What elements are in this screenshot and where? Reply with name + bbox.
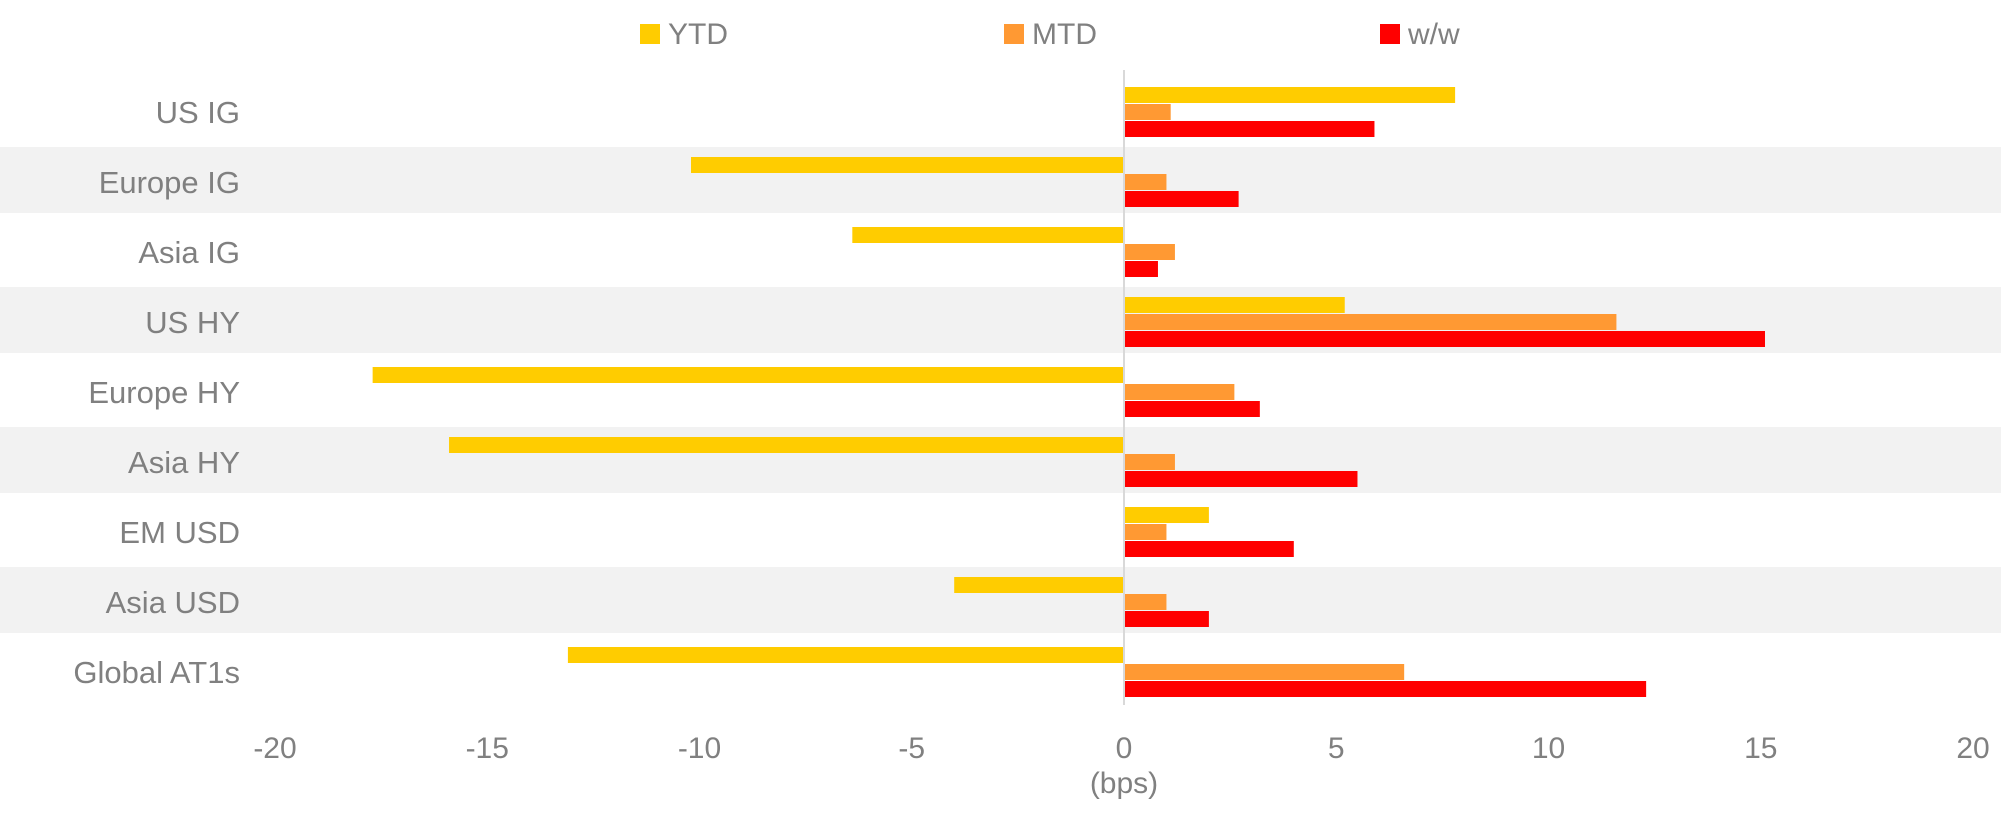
bar-ytd-europe-hy [372, 367, 1123, 383]
legend-label-ytd: YTD [668, 18, 728, 51]
category-label-em-usd: EM USD [119, 515, 240, 550]
category-label-europe-hy: Europe HY [88, 375, 240, 410]
x-tick-labels: -20 -15 -10 -5 0 5 10 15 20 [253, 732, 1989, 765]
bar-mtd-asia-ig [1125, 244, 1175, 260]
bar-ytd-asia-hy [449, 437, 1123, 453]
legend-swatch-mtd [1004, 24, 1024, 44]
bar-ytd-global-at1s [567, 647, 1123, 663]
bar-w-w-asia-hy [1125, 471, 1358, 487]
category-label-europe-ig: Europe IG [99, 165, 240, 200]
bars [372, 87, 1765, 697]
bar-w-w-asia-usd [1125, 611, 1209, 627]
bar-w-w-global-at1s [1125, 681, 1647, 697]
bar-ytd-asia-ig [852, 227, 1123, 243]
category-labels: US IG Europe IG Asia IG US HY Europe HY Asia … [73, 95, 240, 690]
bar-mtd-us-hy [1125, 314, 1617, 330]
bar-w-w-asia-ig [1125, 261, 1158, 277]
bar-w-w-us-ig [1125, 121, 1375, 137]
category-label-us-hy: US HY [145, 305, 240, 340]
category-label-us-ig: US IG [156, 95, 240, 130]
x-tick-label-neg5: -5 [898, 732, 925, 765]
bar-w-w-europe-hy [1125, 401, 1260, 417]
bar-mtd-us-ig [1125, 104, 1171, 120]
bar-mtd-asia-hy [1125, 454, 1175, 470]
bar-ytd-us-hy [1125, 297, 1345, 313]
category-label-global-at1s: Global AT1s [73, 655, 240, 690]
x-tick-label-neg20: -20 [253, 732, 296, 765]
row-band-asia-usd [0, 567, 2001, 633]
bar-ytd-em-usd [1125, 507, 1209, 523]
bar-mtd-europe-ig [1125, 174, 1167, 190]
bar-w-w-us-hy [1125, 331, 1765, 347]
legend-swatch-ytd [640, 24, 660, 44]
bar-ytd-asia-usd [954, 577, 1123, 593]
row-bands [0, 147, 2001, 633]
x-tick-label-5: 5 [1328, 732, 1345, 765]
category-label-asia-hy: Asia HY [128, 445, 240, 480]
x-tick-label-zero: 0 [1116, 732, 1133, 765]
x-axis-label: (bps) [1090, 767, 1158, 800]
bar-ytd-europe-ig [691, 157, 1123, 173]
row-band-asia-hy [0, 427, 2001, 493]
x-tick-label-20: 20 [1956, 732, 1989, 765]
bar-w-w-europe-ig [1125, 191, 1239, 207]
legend-label-w-w: w/w [1407, 18, 1460, 51]
bar-mtd-asia-usd [1125, 594, 1167, 610]
bar-mtd-europe-hy [1125, 384, 1235, 400]
bar-w-w-em-usd [1125, 541, 1294, 557]
category-label-asia-ig: Asia IG [138, 235, 240, 270]
x-tick-label-neg15: -15 [466, 732, 509, 765]
x-tick-label-15: 15 [1744, 732, 1777, 765]
bar-ytd-us-ig [1125, 87, 1456, 103]
row-band-europe-ig [0, 147, 2001, 213]
bar-mtd-global-at1s [1125, 664, 1405, 680]
legend-swatch-w-w [1380, 24, 1400, 44]
x-tick-label-neg10: -10 [678, 732, 721, 765]
category-label-asia-usd: Asia USD [106, 585, 240, 620]
legend: YTD MTD w/w [640, 18, 1460, 51]
bar-mtd-em-usd [1125, 524, 1167, 540]
legend-label-mtd: MTD [1032, 18, 1097, 51]
x-tick-label-10: 10 [1532, 732, 1565, 765]
